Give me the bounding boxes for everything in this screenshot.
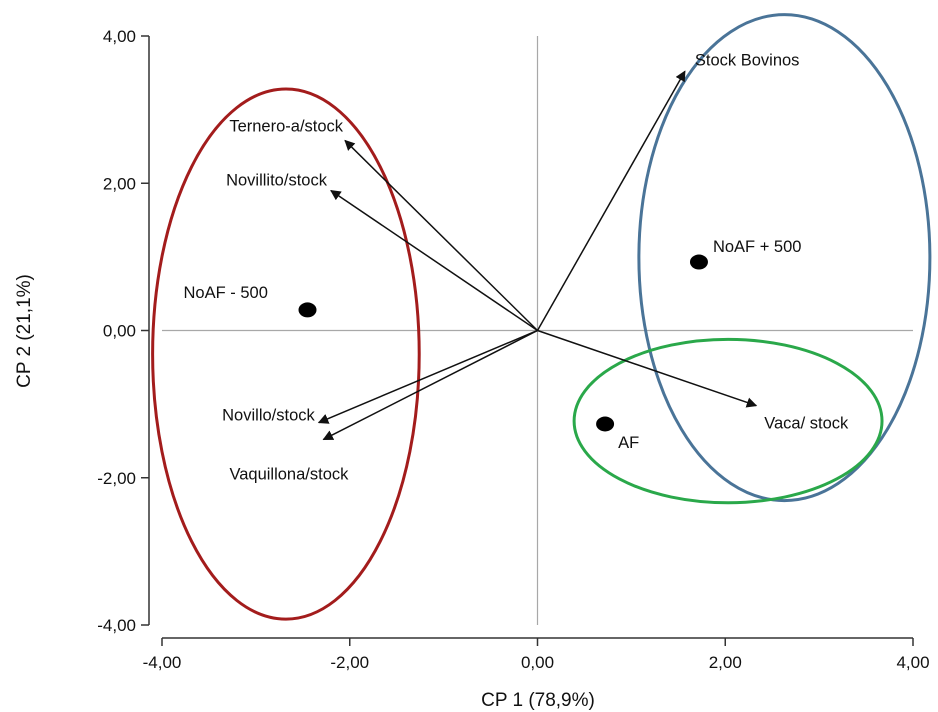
group-ellipse-1 [151, 87, 421, 621]
x-tick-label: -2,00 [330, 653, 369, 672]
x-tick-label: -4,00 [143, 653, 182, 672]
vector-label: Vaquillona/stock [229, 465, 349, 483]
score-points: NoAF - 500 NoAF + 500 AF [184, 238, 802, 452]
vector-label: Stock Bovinos [695, 51, 800, 69]
loading-vector [322, 329, 538, 441]
y-tick-label: -4,00 [97, 616, 136, 635]
vector-label: Novillito/stock [226, 172, 328, 190]
group-ellipse-3 [572, 337, 884, 505]
loading-vector [344, 139, 539, 332]
y-tick-label: 2,00 [103, 174, 136, 193]
point-label: NoAF + 500 [713, 238, 802, 256]
group-ellipse-2 [637, 13, 932, 503]
score-point [596, 416, 615, 432]
loading-vectors: Stock Bovinos Ternero-a/stock Novillito/st… [222, 51, 849, 483]
point-label: NoAF - 500 [184, 284, 268, 302]
group-ellipses [151, 13, 932, 621]
loading-vector [317, 329, 538, 424]
score-point [298, 302, 317, 318]
vector-label: Novillo/stock [222, 407, 315, 425]
y-tick-label: -2,00 [97, 469, 136, 488]
x-tick-label: 2,00 [709, 653, 742, 672]
vector-label: Vaca/ stock [764, 415, 849, 433]
x-tick-label: 0,00 [521, 653, 554, 672]
loading-vector [536, 70, 686, 331]
y-tick-label: 0,00 [103, 322, 136, 341]
axes: -4,00 -2,00 0,00 2,00 4,00 -4,00 -2,00 0,00 2,00… [97, 27, 929, 672]
vector-label: Ternero-a/stock [229, 118, 343, 136]
score-point [689, 254, 708, 270]
x-axis-title: CP 1 (78,9%) [481, 690, 595, 711]
y-axis-title: CP 2 (21,1%) [14, 274, 35, 388]
loading-vector [537, 329, 758, 408]
loading-vector [330, 189, 538, 332]
x-tick-label: 4,00 [896, 653, 929, 672]
point-label: AF [618, 434, 639, 452]
y-tick-label: 4,00 [103, 27, 136, 46]
